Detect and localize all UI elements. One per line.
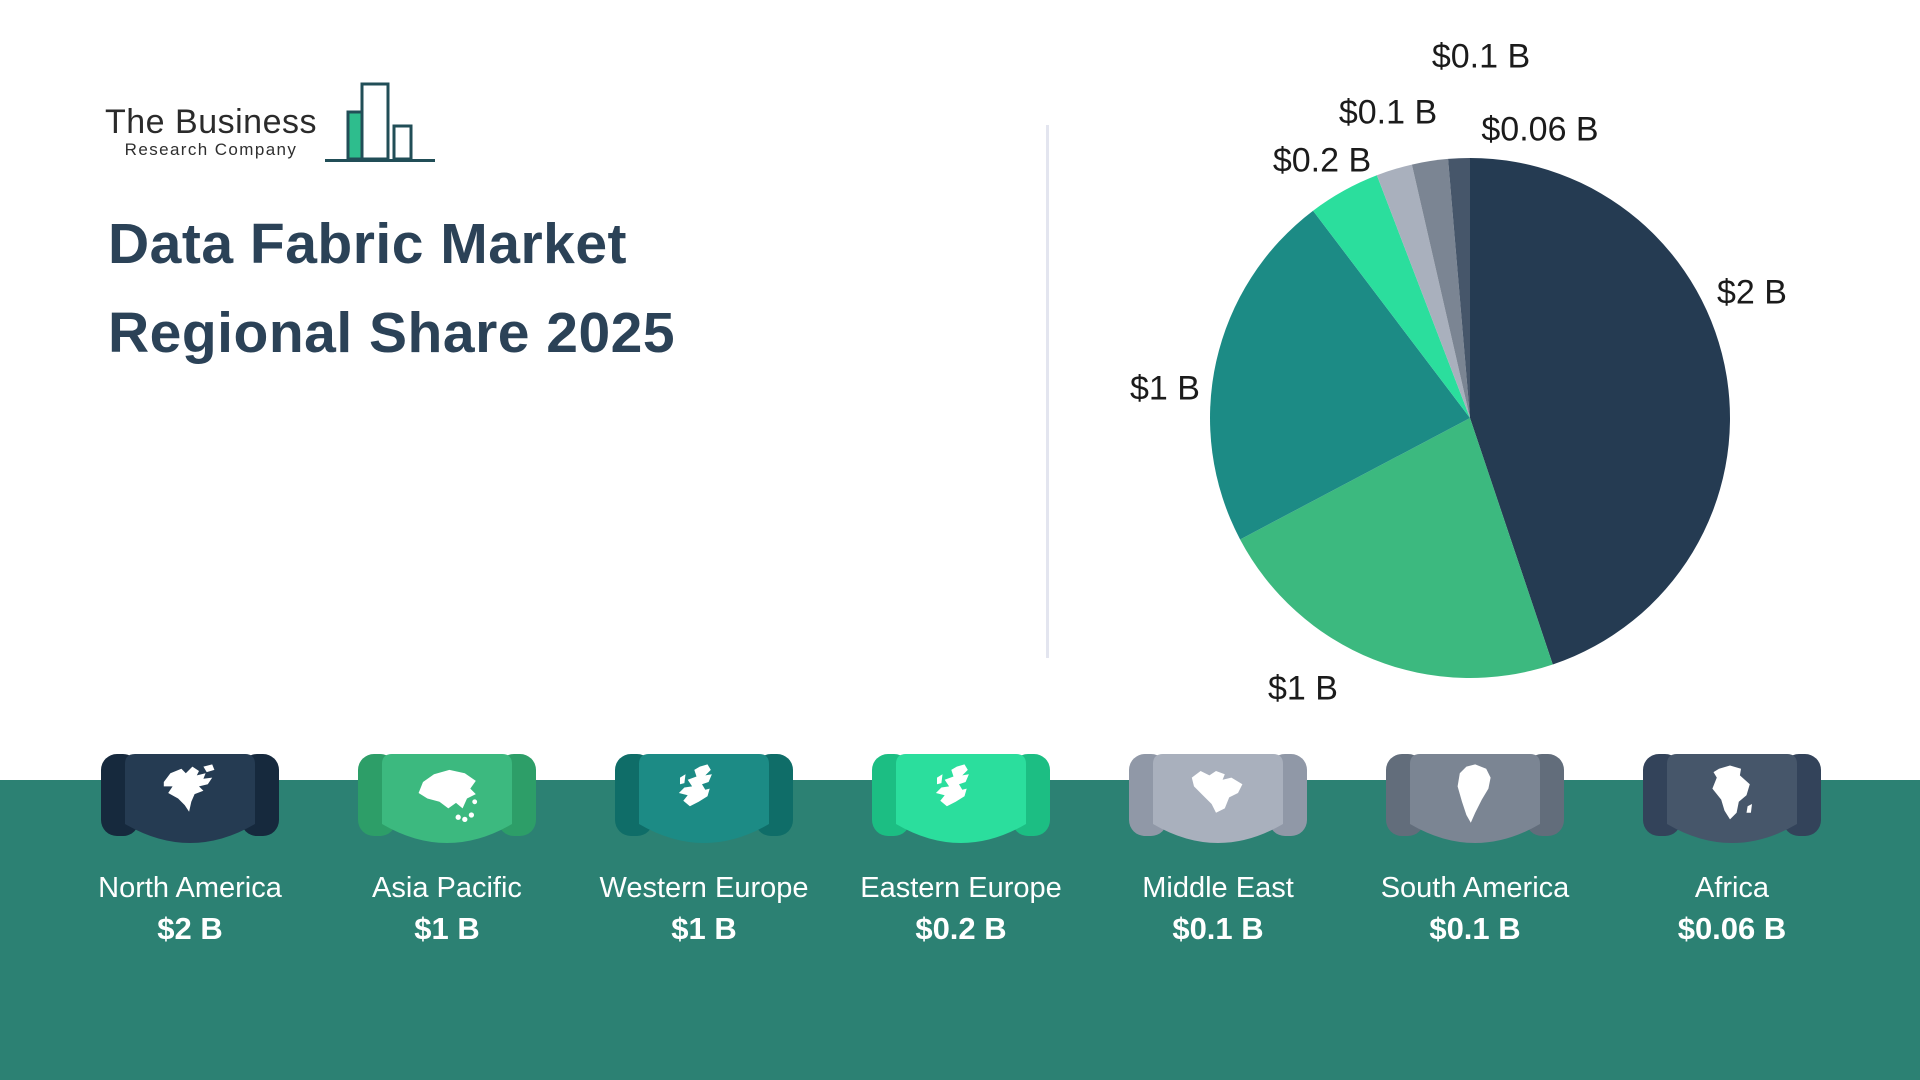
legend-item-africa: Africa $0.06 B — [1603, 748, 1861, 950]
pie-label-asia-pacific: $1 B — [1268, 669, 1338, 708]
pie-label-eastern-europe: $0.2 B — [1272, 141, 1372, 180]
legend-name-asia-pacific: Asia Pacific — [372, 872, 522, 904]
north-america-ribbon-icon — [101, 754, 279, 843]
africa-map-icon — [1712, 765, 1752, 820]
legend-value-western-europe: $1 B — [671, 911, 737, 946]
africa-ribbon-icon — [1643, 754, 1821, 843]
legend-name-south-america: South America — [1380, 872, 1570, 904]
middle-east-map-icon — [1191, 771, 1243, 813]
legend-name-north-america: North America — [98, 872, 282, 904]
north-america-map-icon — [163, 764, 215, 812]
legend-value-eastern-europe: $0.2 B — [915, 911, 1007, 946]
pie-label-western-europe: $1 B — [1130, 369, 1200, 408]
asia-pacific-ribbon-icon — [358, 754, 536, 843]
pie-slice-western-europe — [1210, 210, 1470, 540]
company-logo-text: The Business Research Company — [105, 104, 317, 164]
logo-name: The Business — [105, 103, 317, 141]
legend-value-north-america: $2 B — [157, 911, 223, 946]
pie-label-north-america: $2 B — [1717, 273, 1787, 312]
south-america-ribbon-icon — [1386, 754, 1564, 843]
legend-item-north-america: North America $2 B — [61, 748, 319, 950]
page-title-line2: Regional Share 2025 — [108, 301, 676, 365]
western-europe-ribbon-icon — [615, 754, 793, 843]
page-title: Data Fabric Market Regional Share 2025 — [108, 200, 675, 378]
asia-pacific-map-icon — [418, 769, 478, 823]
legend-name-eastern-europe: Eastern Europe — [860, 872, 1062, 904]
legend-name-middle-east: Middle East — [1142, 872, 1294, 904]
pie-label-africa: $0.06 B — [1481, 110, 1599, 149]
pie-slice-south-america — [1411, 158, 1470, 418]
middle-east-ribbon-icon — [1129, 754, 1307, 843]
legend-item-asia-pacific: Asia Pacific $1 B — [318, 748, 576, 950]
south-america-map-icon — [1457, 764, 1491, 823]
legend-value-africa: $0.06 B — [1677, 911, 1787, 946]
pie-chart — [1210, 158, 1730, 678]
vertical-divider — [1046, 125, 1049, 658]
pie-slice-north-america — [1470, 158, 1730, 665]
legend-item-south-america: South America $0.1 B — [1346, 748, 1604, 950]
western-europe-map-icon — [678, 764, 712, 807]
legend-item-western-europe: Western Europe $1 B — [575, 748, 833, 950]
bar-chart-logo-icon — [325, 82, 435, 162]
pie-slice-africa — [1448, 158, 1470, 418]
company-logo: The Business Research Company — [105, 80, 439, 164]
legend-value-asia-pacific: $1 B — [414, 911, 480, 946]
legend-value-south-america: $0.1 B — [1429, 911, 1521, 946]
pie-slice-eastern-europe — [1313, 175, 1470, 418]
pie-slice-asia-pacific — [1240, 418, 1553, 678]
pie-label-south-america: $0.1 B — [1431, 37, 1531, 76]
legend-name-western-europe: Western Europe — [599, 872, 809, 904]
legend-item-middle-east: Middle East $0.1 B — [1089, 748, 1347, 950]
pie-label-middle-east: $0.1 B — [1338, 93, 1438, 132]
logo-subname: Research Company — [124, 140, 298, 159]
eastern-europe-ribbon-icon — [872, 754, 1050, 843]
legend-value-middle-east: $0.1 B — [1172, 911, 1264, 946]
eastern-europe-map-icon — [935, 764, 969, 807]
page-title-line1: Data Fabric Market — [108, 212, 628, 276]
pie-slice-middle-east — [1376, 164, 1470, 418]
legend-item-eastern-europe: Eastern Europe $0.2 B — [832, 748, 1090, 950]
legend-name-africa: Africa — [1694, 872, 1770, 904]
